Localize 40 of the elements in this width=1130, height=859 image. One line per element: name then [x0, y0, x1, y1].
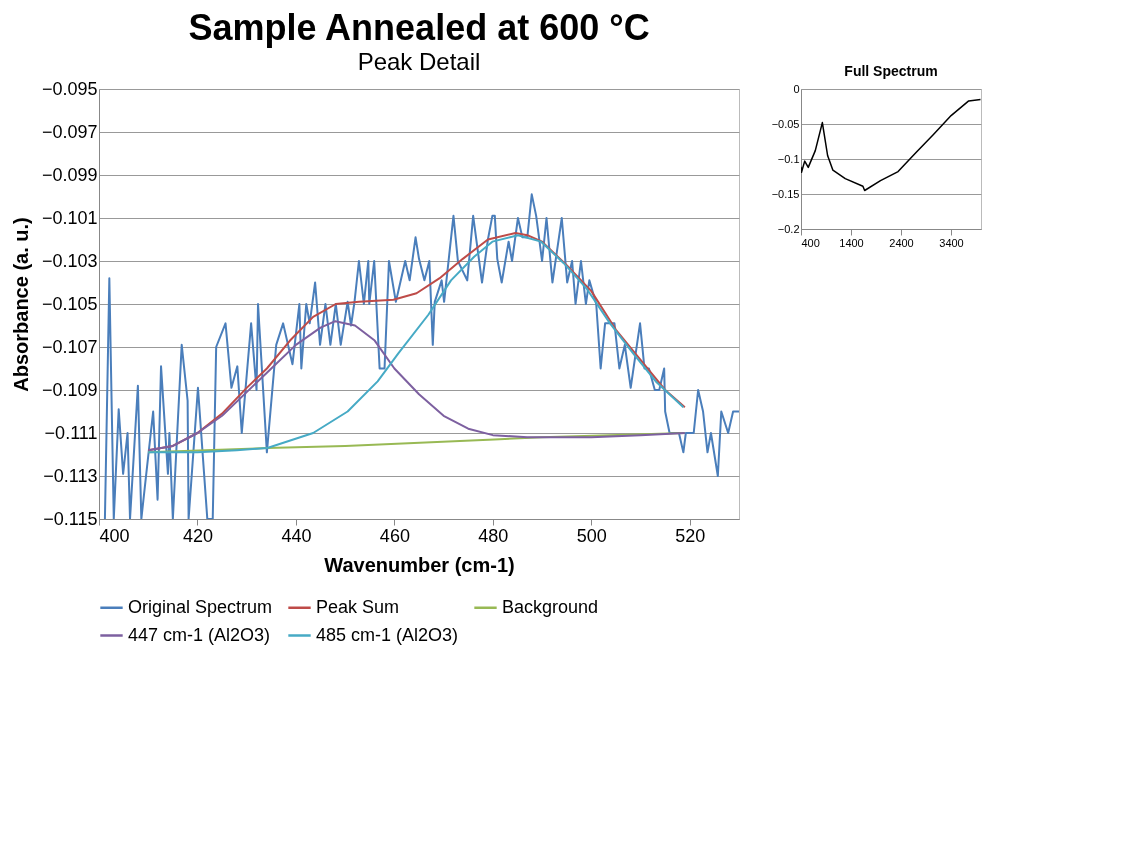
y-tick-label: −0.2	[777, 222, 800, 235]
y-tick-label: −0.105	[41, 293, 98, 314]
y-tick-label: −0.05	[771, 117, 800, 130]
line-series	[147, 320, 686, 452]
y-tick-label: −0.095	[41, 78, 98, 99]
x-tick-label: 400	[801, 236, 820, 249]
y-tick-label: −0.101	[41, 207, 98, 228]
chart-title: Full Spectrum	[844, 63, 938, 79]
y-tick-label: 0	[793, 82, 800, 95]
line-series	[801, 98, 981, 192]
y-axis-title: Absorbance (a. u.)	[9, 217, 32, 392]
x-tick-label: 500	[576, 525, 607, 546]
y-tick-label: −0.107	[41, 336, 98, 357]
y-tick-label: −0.097	[41, 121, 98, 142]
y-tick-label: −0.15	[771, 187, 800, 200]
chart-title: Sample Annealed at 600 °C	[188, 7, 650, 48]
legend-label: Original Spectrum	[128, 596, 273, 617]
x-tick-label: 460	[379, 525, 410, 546]
legend-label: 485 cm-1 (Al2O3)	[316, 624, 459, 645]
y-tick-label: −0.113	[43, 465, 98, 486]
chart-subtitle: Peak Detail	[357, 48, 481, 75]
x-tick-label: 440	[281, 525, 312, 546]
x-tick-label: 400	[99, 525, 130, 546]
x-axis-title: Wavenumber (cm-1)	[324, 553, 515, 576]
y-tick-label: −0.111	[44, 422, 98, 443]
x-tick-label: 420	[182, 525, 213, 546]
x-tick-label: 3400	[939, 236, 964, 249]
y-tick-label: −0.103	[41, 250, 98, 271]
y-tick-label: −0.109	[41, 379, 98, 400]
x-tick-label: 520	[675, 525, 706, 546]
y-tick-label: −0.099	[41, 164, 98, 185]
legend-label: Peak Sum	[316, 596, 400, 617]
x-tick-label: 1400	[839, 236, 864, 249]
legend-label: 447 cm-1 (Al2O3)	[128, 624, 271, 645]
x-tick-label: 480	[478, 525, 509, 546]
y-tick-label: −0.115	[43, 508, 98, 529]
line-series	[103, 193, 739, 519]
legend-label: Background	[502, 596, 599, 617]
x-tick-label: 2400	[889, 236, 914, 249]
y-tick-label: −0.1	[777, 152, 800, 165]
